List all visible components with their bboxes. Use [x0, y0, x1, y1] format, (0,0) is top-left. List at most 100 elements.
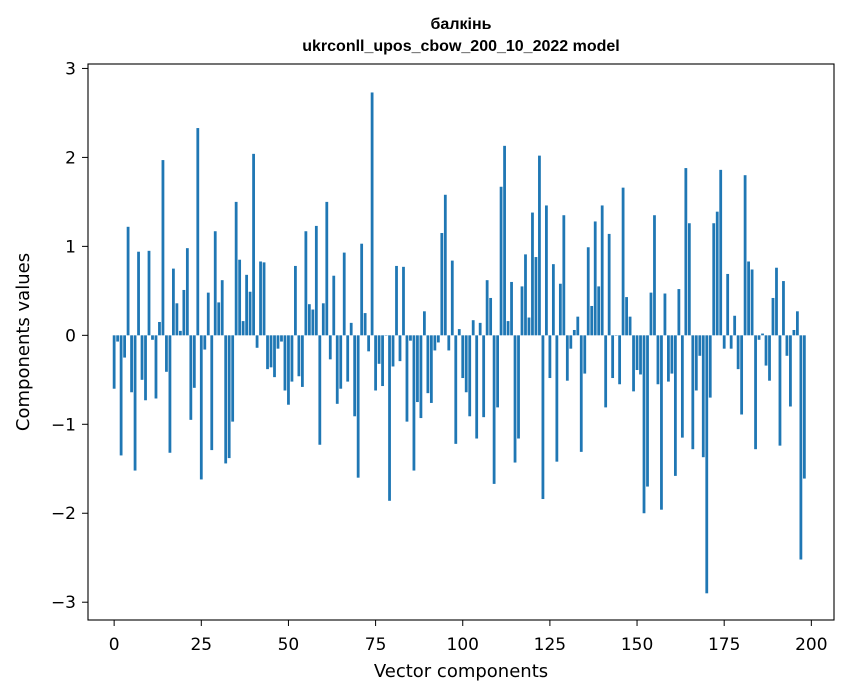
bar — [478, 322, 482, 336]
bar — [147, 250, 151, 336]
y-tick-label: −2 — [51, 504, 76, 524]
bar — [667, 335, 670, 382]
bar — [569, 335, 573, 349]
bar — [750, 269, 754, 336]
x-axis-label: Vector components — [374, 661, 548, 682]
bar — [238, 259, 242, 336]
bar — [217, 302, 221, 336]
bar — [224, 335, 228, 464]
bar — [600, 205, 604, 336]
bar — [119, 335, 123, 456]
bar — [555, 335, 559, 462]
y-tick-label: 3 — [65, 59, 76, 79]
bar — [168, 335, 172, 453]
x-tick-label: 100 — [447, 635, 479, 655]
bar — [447, 335, 451, 351]
bar — [733, 315, 737, 336]
bar — [768, 335, 771, 381]
bar — [517, 335, 520, 439]
bar — [196, 128, 200, 336]
bar — [335, 335, 339, 404]
bar — [307, 304, 311, 336]
bar — [538, 155, 541, 336]
bar — [642, 335, 646, 514]
bar — [789, 335, 792, 407]
bar — [126, 226, 130, 336]
bar — [792, 329, 796, 336]
y-tick-label: 0 — [65, 326, 76, 346]
bar — [722, 335, 726, 349]
bar — [273, 335, 276, 378]
bar — [541, 335, 545, 500]
bar — [161, 160, 165, 336]
bar — [457, 329, 461, 336]
bar — [210, 335, 214, 451]
bar — [318, 335, 322, 445]
bar — [189, 335, 193, 420]
bar — [321, 303, 325, 336]
bar — [653, 215, 656, 336]
bar — [130, 335, 133, 393]
bar — [245, 274, 249, 336]
bar — [405, 335, 409, 422]
bar — [266, 335, 269, 370]
bar — [314, 225, 318, 336]
bar — [294, 265, 297, 336]
bar — [482, 335, 486, 418]
bar — [227, 335, 231, 459]
bar — [311, 309, 315, 336]
bar — [213, 231, 217, 336]
bar — [534, 257, 538, 336]
bar — [527, 317, 531, 336]
bar — [590, 305, 594, 336]
bar — [677, 289, 681, 336]
bar — [607, 233, 611, 336]
x-tick-label: 175 — [708, 635, 740, 655]
bar — [374, 335, 377, 391]
bar — [531, 212, 534, 336]
bar — [757, 335, 761, 340]
bar — [611, 335, 615, 379]
bar — [234, 201, 238, 336]
bar — [708, 335, 712, 398]
bar — [175, 303, 179, 336]
bar — [764, 335, 768, 366]
bar — [429, 335, 433, 403]
chart-subtitle: ukrconll_upos_cbow_200_10_2022 model — [302, 38, 619, 55]
bar — [736, 335, 740, 370]
bar — [489, 297, 493, 336]
bar — [646, 335, 649, 487]
x-tick-label: 25 — [190, 635, 212, 655]
bar — [363, 313, 367, 336]
bar — [349, 322, 353, 336]
bar — [304, 231, 308, 336]
y-axis: −3 −2 −1 0 1 2 3 — [51, 59, 88, 613]
x-tick-label: 200 — [795, 635, 827, 655]
bar — [241, 321, 245, 336]
bar — [513, 335, 517, 463]
bar — [433, 335, 437, 351]
bar — [269, 335, 273, 368]
bar — [506, 321, 510, 336]
bar — [660, 335, 663, 510]
bar — [680, 335, 684, 438]
bar — [133, 335, 137, 471]
bar — [625, 297, 628, 336]
bar — [203, 335, 207, 350]
y-tick-label: −1 — [51, 415, 76, 435]
bar — [475, 335, 479, 439]
bar — [137, 251, 140, 336]
bar — [454, 335, 458, 444]
bar — [775, 267, 778, 336]
bar — [287, 335, 290, 405]
bar — [468, 335, 472, 417]
bar — [510, 281, 513, 336]
bar — [663, 293, 667, 336]
bar — [618, 335, 622, 385]
bar — [726, 273, 730, 336]
bar — [492, 335, 496, 484]
bar — [503, 145, 506, 336]
bar — [485, 280, 489, 336]
bar — [579, 335, 583, 452]
